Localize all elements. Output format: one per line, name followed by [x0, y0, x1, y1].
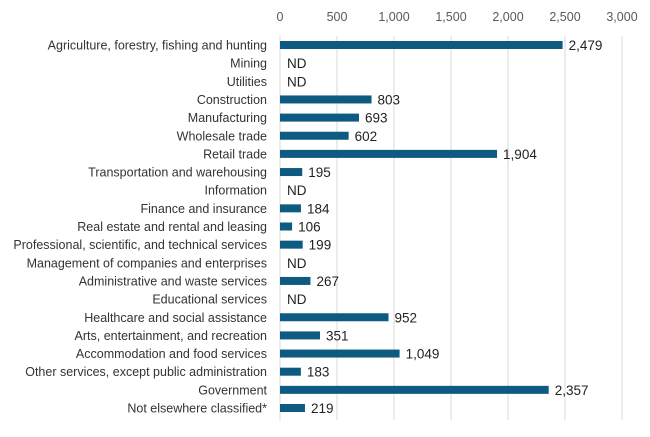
x-tick-label: 1,500 — [435, 10, 466, 24]
category-label: Retail trade — [203, 147, 267, 161]
category-label: Manufacturing — [188, 111, 267, 125]
data-label: 803 — [378, 92, 401, 107]
x-tick-label: 0 — [277, 10, 284, 24]
category-label: Mining — [230, 57, 267, 71]
bar — [280, 204, 301, 213]
bar — [280, 168, 303, 177]
x-tick-label: 2,000 — [492, 10, 523, 24]
category-label: Finance and insurance — [141, 202, 268, 216]
data-label: 106 — [298, 220, 321, 235]
data-label: 2,479 — [569, 38, 603, 53]
bar — [280, 222, 293, 231]
category-label: Utilities — [227, 75, 267, 89]
bar — [280, 240, 303, 249]
bar — [280, 131, 349, 140]
category-label: Wholesale trade — [177, 129, 267, 143]
data-label: 184 — [307, 201, 330, 216]
category-label: Not elsewhere classified* — [127, 402, 267, 416]
bar — [280, 41, 563, 49]
data-label-nd: ND — [287, 74, 307, 89]
data-label-nd: ND — [287, 183, 307, 198]
data-label: 693 — [365, 111, 388, 126]
data-label-nd: ND — [287, 56, 307, 71]
bar — [280, 113, 360, 122]
category-label: Arts, entertainment, and recreation — [75, 329, 268, 343]
category-label: Information — [204, 184, 267, 198]
x-tick-label: 3,000 — [606, 10, 637, 24]
data-label: 1,904 — [503, 147, 537, 162]
data-label: 351 — [326, 328, 349, 343]
category-label: Educational services — [152, 293, 267, 307]
data-label: 2,357 — [555, 383, 589, 398]
bar — [280, 385, 549, 394]
data-label: 267 — [316, 274, 339, 289]
category-label: Other services, except public administra… — [25, 365, 267, 379]
category-label: Healthcare and social assistance — [84, 311, 267, 325]
category-label: Agriculture, forestry, fishing and hunti… — [48, 39, 267, 53]
data-label: 183 — [307, 365, 330, 380]
bar — [280, 149, 498, 158]
x-tick-label: 2,500 — [549, 10, 580, 24]
bar — [280, 404, 305, 412]
data-label: 219 — [311, 401, 334, 416]
data-label: 952 — [395, 310, 418, 325]
category-label: Professional, scientific, and technical … — [13, 238, 267, 252]
data-label: 195 — [308, 165, 331, 180]
bar — [280, 276, 311, 285]
bar — [280, 331, 321, 340]
bar — [280, 95, 372, 104]
data-label-nd: ND — [287, 256, 307, 271]
category-label: Management of companies and enterprises — [27, 256, 267, 270]
category-label: Transportation and warehousing — [88, 166, 267, 180]
bar — [280, 313, 389, 322]
category-label: Administrative and waste services — [79, 274, 267, 288]
bar — [280, 367, 301, 376]
bar — [280, 349, 400, 358]
category-label: Government — [198, 383, 267, 397]
data-label: 602 — [355, 129, 378, 144]
x-tick-label: 1,000 — [378, 10, 409, 24]
category-label: Accommodation and food services — [76, 347, 267, 361]
category-label: Real estate and rental and leasing — [77, 220, 267, 234]
category-label: Construction — [197, 93, 267, 107]
data-label: 1,049 — [406, 347, 440, 362]
x-tick-label: 500 — [327, 10, 348, 24]
data-label: 199 — [309, 238, 332, 253]
data-label-nd: ND — [287, 292, 307, 307]
